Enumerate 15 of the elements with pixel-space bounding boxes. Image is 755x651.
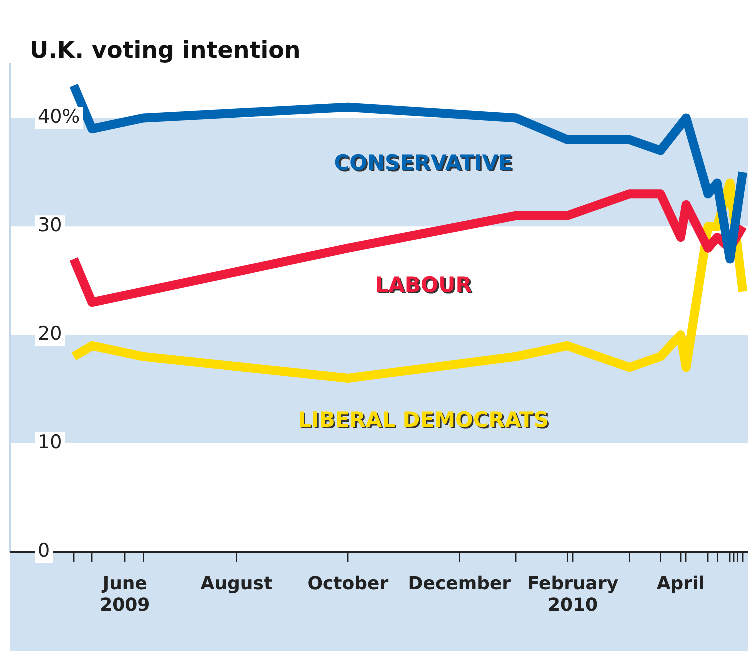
x-tick-label: June 2009 [100, 573, 150, 616]
series-label: LIBERAL DEMOCRATS [298, 408, 549, 432]
x-tick-label: April [656, 573, 705, 594]
series-label: LABOUR [375, 272, 472, 297]
y-tick-label: 10 [38, 431, 62, 454]
x-tick-label: October [308, 573, 389, 594]
x-tick-label: February 2010 [527, 573, 619, 616]
x-tick-label: December [408, 573, 512, 594]
x-tick-label: August [200, 573, 273, 594]
chart-title: U.K. voting intention [30, 38, 301, 64]
y-tick-label: 0 [38, 540, 50, 562]
y-tick-label: 30 [38, 214, 62, 237]
y-tick-label: 40% [38, 106, 80, 128]
y-tick-label: 20 [38, 323, 62, 346]
series-label: CONSERVATIVE [334, 151, 513, 176]
